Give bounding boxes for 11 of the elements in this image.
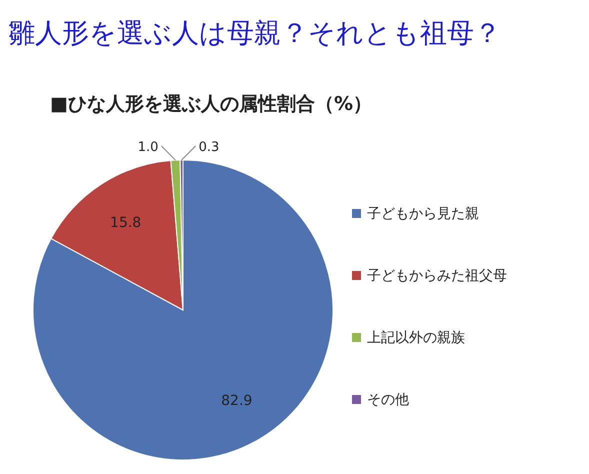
data-label: 15.8 bbox=[110, 215, 142, 232]
data-label: 1.0 bbox=[138, 140, 158, 155]
chart-subtitle: ■ひな人形を選ぶ人の属性割合（%） bbox=[50, 93, 372, 115]
legend-label: 子どもからみた祖父母 bbox=[367, 268, 507, 284]
chart-title: 雛人形を選ぶ人は母親？それとも祖母？ bbox=[8, 18, 501, 49]
pie-slice bbox=[32, 160, 334, 460]
legend-label: 上記以外の親族 bbox=[367, 330, 465, 346]
legend-label: 子どもから見た親 bbox=[367, 206, 479, 222]
data-label: 82.9 bbox=[221, 393, 252, 410]
legend-label: その他 bbox=[367, 392, 409, 408]
data-label: 0.3 bbox=[198, 140, 220, 155]
